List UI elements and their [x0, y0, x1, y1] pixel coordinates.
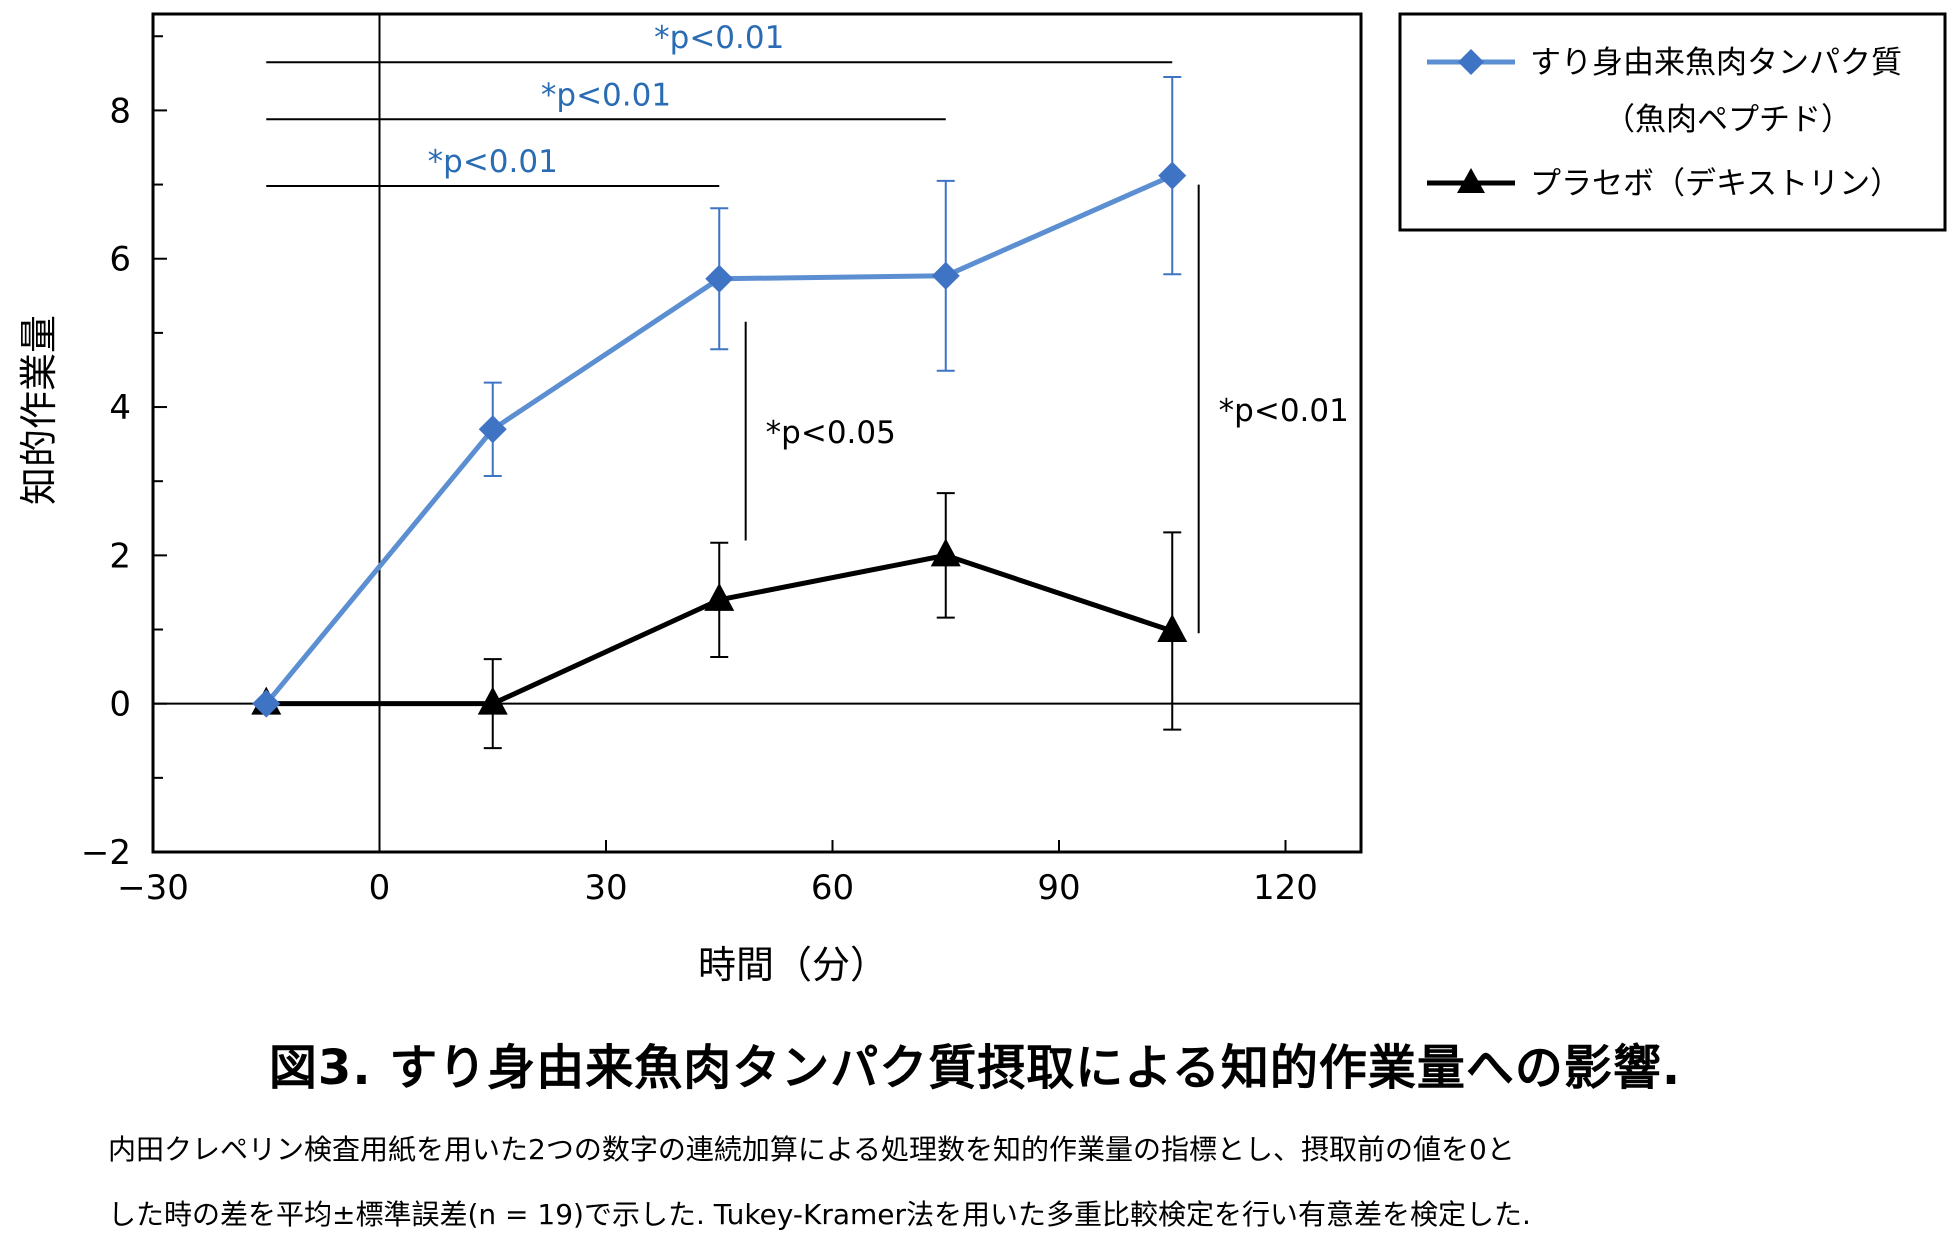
y-tick-label: 6 [109, 240, 131, 280]
y-tick-label: 2 [109, 536, 131, 576]
figure-caption-title: 図3. すり身由来魚肉タンパク質摂取による知的作業量への影響. [268, 1040, 1682, 1096]
data-point-diamond [931, 261, 960, 290]
x-tick-label: −30 [117, 868, 189, 908]
significance-label: *p<0.01 [541, 77, 671, 113]
x-tick-label: 90 [1037, 868, 1080, 908]
annotations-group: *p<0.01 *p<0.01 *p<0.01 *p<0.05 *p<0.01 [266, 20, 1349, 634]
significance-label: *p<0.01 [428, 144, 558, 180]
data-point-diamond [1158, 161, 1187, 190]
figure-caption-line-2: した時の差を平均±標準誤差(n = 19)で示した. Tukey-Kramer法… [108, 1198, 1531, 1231]
legend: すり身由来魚肉タンパク質 （魚肉ペプチド） プラセボ（デキストリン） [1398, 12, 1947, 232]
data-point-diamond [705, 264, 734, 293]
data-point-triangle [477, 686, 508, 715]
data-point-triangle [930, 538, 961, 567]
legend-diamond-icon [1458, 49, 1484, 75]
y-tick-label: 0 [109, 685, 131, 725]
legend-triangle-icon [1457, 168, 1485, 193]
significance-label: *p<0.01 [1219, 393, 1349, 429]
data-point-diamond [478, 415, 507, 444]
significance-label: *p<0.01 [654, 20, 784, 56]
x-tick-label: 0 [369, 868, 391, 908]
x-tick-label: 60 [811, 868, 854, 908]
data-point-triangle [1157, 614, 1188, 643]
y-axis-label: 知的作業量 [17, 315, 61, 505]
x-tick-label: 120 [1253, 868, 1318, 908]
legend-label-placebo: プラセボ（デキストリン） [1530, 166, 1901, 202]
series-group [251, 76, 1188, 750]
x-tick-label: 30 [584, 868, 627, 908]
x-axis-label: 時間（分） [698, 943, 888, 987]
y-tick-label: 8 [109, 91, 131, 131]
axes-group: −2 0 2 4 6 8 −30 0 30 60 90 120 [81, 14, 1361, 908]
y-tick-label: 4 [109, 388, 131, 428]
data-point-triangle [704, 582, 735, 611]
data-point-diamond [252, 689, 281, 718]
significance-label: *p<0.05 [766, 415, 896, 451]
y-tick-label: −2 [81, 833, 131, 873]
figure-caption-line-1: 内田クレペリン検査用紙を用いた2つの数字の連続加算による処理数を知的作業量の指標… [108, 1133, 1515, 1166]
legend-label-fish-line2: （魚肉ペプチド） [1604, 102, 1852, 138]
legend-label-fish: すり身由来魚肉タンパク質 [1530, 45, 1902, 81]
plot-frame [151, 12, 1363, 854]
legend-frame [1398, 12, 1947, 232]
